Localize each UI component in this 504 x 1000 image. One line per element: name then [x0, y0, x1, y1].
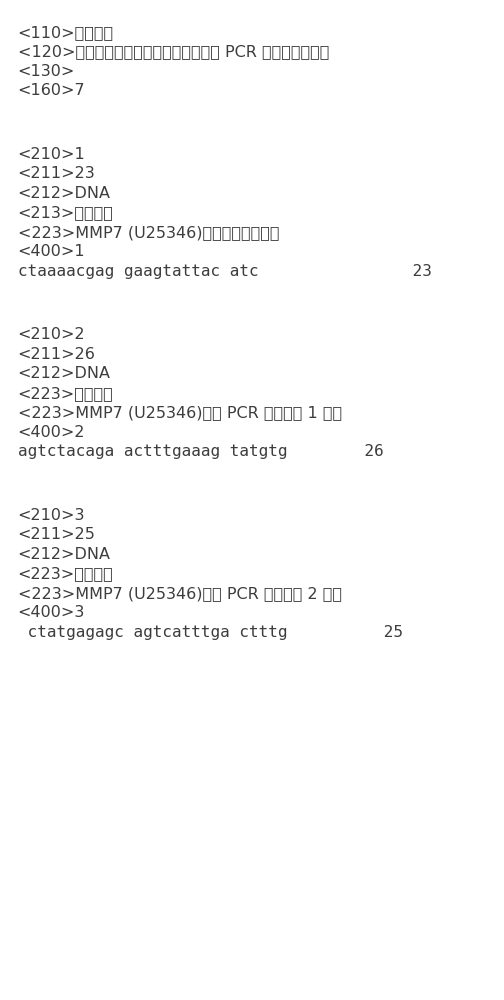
- Text: <120>一种两核苷酸不同步合成测序分析 PCR 产物单体型方法: <120>一种两核苷酸不同步合成测序分析 PCR 产物单体型方法: [18, 44, 329, 60]
- Text: <210>2: <210>2: [18, 327, 85, 342]
- Text: agtctacaga actttgaaag tatgtg        26: agtctacaga actttgaaag tatgtg 26: [18, 444, 384, 459]
- Text: <223>MMP7 (U25346)基因 PCR 扩增引物 1 序列: <223>MMP7 (U25346)基因 PCR 扩增引物 1 序列: [18, 405, 342, 420]
- Text: <160>7: <160>7: [18, 83, 85, 98]
- Text: <212>DNA: <212>DNA: [18, 186, 111, 201]
- Text: <223>人工序列: <223>人工序列: [18, 386, 113, 401]
- Text: <211>26: <211>26: [18, 347, 96, 362]
- Text: <210>3: <210>3: [18, 508, 85, 523]
- Text: <212>DNA: <212>DNA: [18, 366, 111, 381]
- Text: <110>东南大学: <110>东南大学: [18, 25, 114, 40]
- Text: <400>2: <400>2: [18, 425, 85, 440]
- Text: <213>人工序列: <213>人工序列: [18, 205, 113, 220]
- Text: ctaaaacgag gaagtattac atc                23: ctaaaacgag gaagtattac atc 23: [18, 264, 431, 279]
- Text: <212>DNA: <212>DNA: [18, 547, 111, 562]
- Text: <130>: <130>: [18, 64, 75, 79]
- Text: <223>人工序列: <223>人工序列: [18, 566, 113, 581]
- Text: <211>23: <211>23: [18, 166, 95, 181]
- Text: <211>25: <211>25: [18, 527, 96, 542]
- Text: <400>1: <400>1: [18, 244, 85, 259]
- Text: ctatgagagc agtcatttga ctttg          25: ctatgagagc agtcatttga ctttg 25: [18, 625, 403, 640]
- Text: <223>MMP7 (U25346)基因 PCR 扩增引物 2 序列: <223>MMP7 (U25346)基因 PCR 扩增引物 2 序列: [18, 586, 342, 601]
- Text: <210>1: <210>1: [18, 147, 85, 162]
- Text: <400>3: <400>3: [18, 605, 85, 620]
- Text: <223>MMP7 (U25346)基因测序引物序列: <223>MMP7 (U25346)基因测序引物序列: [18, 225, 279, 240]
